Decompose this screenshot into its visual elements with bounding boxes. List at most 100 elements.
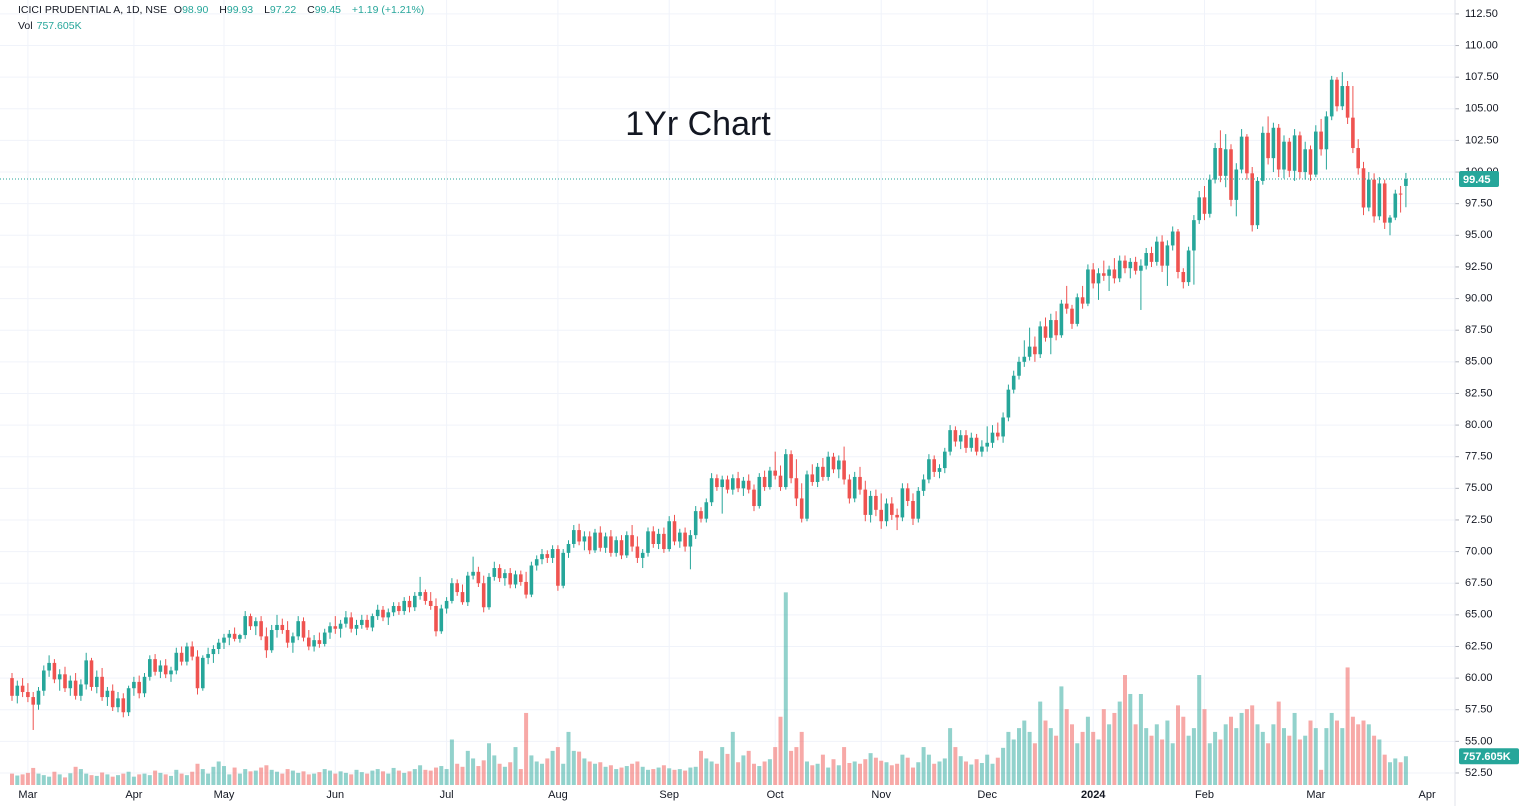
candle-body xyxy=(1308,149,1313,175)
volume-bar xyxy=(868,753,873,785)
last-price-label: 99.45 xyxy=(1463,174,1491,186)
ohlc-value: 99.93 xyxy=(226,4,254,16)
volume-bar xyxy=(783,592,788,785)
candle-body xyxy=(635,546,640,558)
volume-bar xyxy=(423,769,428,785)
volume-bar xyxy=(1117,701,1122,785)
candle-body xyxy=(84,660,88,685)
volume-bar xyxy=(513,747,518,785)
volume-bar xyxy=(1292,712,1297,785)
candle-body xyxy=(1261,132,1265,181)
candle-body xyxy=(1117,260,1122,279)
volume-bar xyxy=(1011,739,1016,785)
candle-body xyxy=(799,498,804,519)
volume-bar xyxy=(195,763,200,785)
volume-bar xyxy=(587,761,592,785)
candle-body xyxy=(1096,273,1101,284)
candle-body xyxy=(1139,265,1143,271)
candle-body xyxy=(874,495,878,510)
volume-bar xyxy=(752,763,756,785)
volume-bar xyxy=(333,773,338,785)
candle-body xyxy=(254,621,258,627)
y-tick-label: 112.50 xyxy=(1465,8,1498,20)
candle-body xyxy=(1033,346,1037,355)
candle-body xyxy=(1001,417,1005,437)
candle-body xyxy=(1160,241,1164,266)
candle-body xyxy=(413,595,417,608)
volume-bar xyxy=(1271,724,1276,785)
x-tick-label: Dec xyxy=(977,789,997,801)
volume-bar xyxy=(41,775,46,785)
candle-body xyxy=(640,552,645,558)
volume-bar xyxy=(614,769,619,785)
volume-bar xyxy=(608,765,613,785)
volume-bar xyxy=(285,769,290,785)
candle-body xyxy=(1213,148,1217,180)
candle-body xyxy=(434,605,438,632)
candle-body xyxy=(1070,308,1074,324)
candle-body xyxy=(322,632,327,644)
volume-bar xyxy=(725,753,730,785)
volume-bar xyxy=(794,747,799,785)
y-tick-label: 52.50 xyxy=(1465,767,1493,779)
header-line: ICICI PRUDENTIAL A, 1D, NSE O98.90 H99.9… xyxy=(18,2,428,18)
candle-body xyxy=(508,573,512,585)
volume-bar xyxy=(571,750,576,785)
candle-body xyxy=(20,685,25,693)
candle-body xyxy=(63,674,67,689)
volume-bar xyxy=(926,754,931,785)
y-tick-label: 65.00 xyxy=(1465,609,1493,621)
candle-body xyxy=(1091,269,1095,284)
candle-body xyxy=(497,568,502,579)
candle-body xyxy=(847,479,852,499)
y-tick-label: 110.00 xyxy=(1465,39,1498,51)
candle-body xyxy=(285,630,290,643)
volume-bar xyxy=(439,766,444,785)
volume-bar xyxy=(449,739,454,785)
volume-bar xyxy=(471,758,476,785)
volume-bar xyxy=(540,763,544,785)
candle-body xyxy=(709,478,714,503)
y-tick-label: 95.00 xyxy=(1465,229,1493,241)
volume-bar xyxy=(137,774,142,785)
volume-bar xyxy=(116,775,120,785)
ohlc-value: 98.90 xyxy=(182,4,209,16)
y-tick-label: 62.50 xyxy=(1465,640,1493,652)
candle-body xyxy=(534,559,539,566)
candle-body xyxy=(831,456,836,470)
candle-body xyxy=(439,608,444,632)
volume-bar xyxy=(227,774,232,785)
candle-body xyxy=(73,680,78,696)
ohlc-label: L xyxy=(264,4,270,16)
volume-bar xyxy=(269,769,274,785)
candle-body xyxy=(1128,261,1133,269)
volume-bar xyxy=(550,750,555,785)
candle-body xyxy=(1335,79,1339,107)
candle-body xyxy=(52,662,57,680)
y-tick-label: 55.00 xyxy=(1465,735,1493,747)
candle-body xyxy=(132,681,136,689)
y-tick-label: 90.00 xyxy=(1465,292,1493,304)
x-tick-label: Jul xyxy=(440,789,454,801)
candle-body xyxy=(360,619,364,625)
volume-bar xyxy=(200,769,205,785)
candle-body xyxy=(1324,116,1329,150)
volume-bar xyxy=(714,763,719,785)
y-tick-label: 80.00 xyxy=(1465,419,1493,431)
candle-body xyxy=(476,571,481,584)
candle-body xyxy=(307,637,311,647)
volume-bar xyxy=(1345,667,1350,785)
candle-body xyxy=(1287,141,1292,171)
volume-bar xyxy=(1244,709,1249,785)
candle-body xyxy=(301,621,306,638)
candle-body xyxy=(837,460,841,470)
candle-body xyxy=(1123,260,1127,269)
candle-body xyxy=(1250,173,1254,226)
volume-bar xyxy=(1207,743,1212,785)
y-tick-label: 60.00 xyxy=(1465,672,1493,684)
volume-bar xyxy=(1393,758,1398,785)
volume-bar xyxy=(57,774,62,785)
candle-body xyxy=(810,474,815,483)
volume-bar xyxy=(593,763,597,785)
candle-body xyxy=(646,531,650,553)
